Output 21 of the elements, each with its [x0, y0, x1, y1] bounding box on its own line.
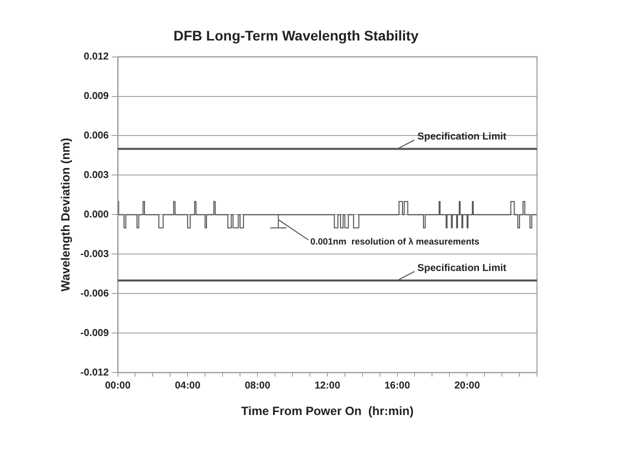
x-tick-label: 20:00	[454, 380, 480, 392]
y-tick-label: -0.006	[80, 288, 110, 300]
annotation: 0.001nm resolution of λ measurements	[310, 236, 480, 246]
ref-line-label: Specification Limit	[417, 132, 507, 143]
x-axis-title: Time From Power On (hr:min)	[241, 404, 414, 418]
y-tick-label: -0.009	[80, 328, 110, 339]
chart-title: DFB Long-Term Wavelength Stability	[173, 27, 419, 44]
y-tick-label: -0.012	[80, 367, 110, 378]
x-tick-label: 00:00	[104, 380, 131, 392]
y-axis-title: Wavelength Deviation (nm)	[58, 138, 73, 292]
y-tick-label: 0.012	[84, 52, 110, 63]
ref-line-label: Specification Limit	[417, 263, 507, 274]
x-tick-label: 04:00	[174, 380, 201, 392]
y-tick-label: 0.009	[84, 91, 110, 102]
y-tick-label: 0.003	[84, 170, 110, 181]
y-tick-label: 0.006	[84, 130, 110, 142]
x-tick-label: 08:00	[244, 380, 271, 392]
x-tick-label: 12:00	[314, 380, 341, 392]
x-tick-label: 16:00	[384, 380, 410, 392]
y-tick-label: -0.003	[80, 248, 110, 260]
y-tick-label: 0.000	[84, 209, 110, 220]
